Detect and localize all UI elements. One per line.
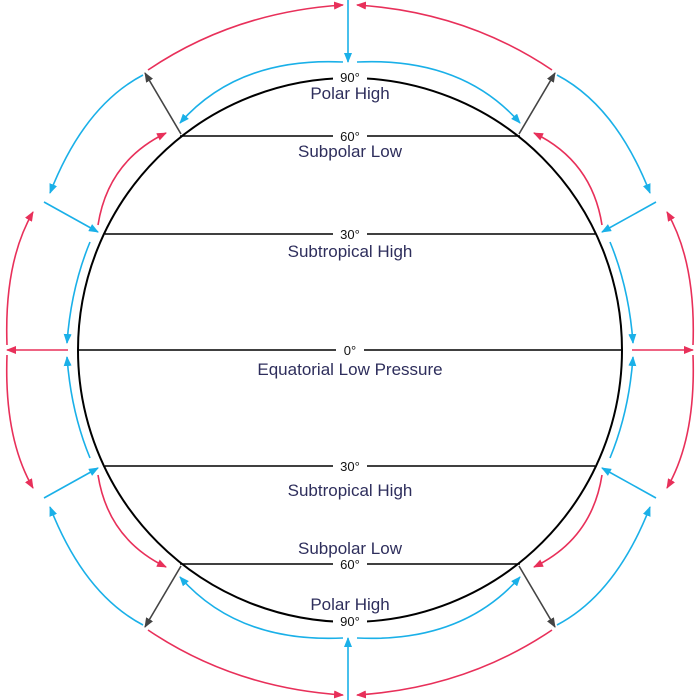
zone-label-north-subtropical-high: Subtropical High [288, 242, 413, 261]
label-backgrounds [333, 70, 367, 628]
zone-label-equatorial-low: Equatorial Low Pressure [257, 360, 442, 379]
wind-arrows [7, 0, 694, 700]
latitude-label-30s: 30° [340, 459, 360, 474]
zone-label-north-polar-high: Polar High [310, 84, 389, 103]
zone-label-south-subtropical-high: Subtropical High [288, 481, 413, 500]
latitude-label-90s: 90° [340, 614, 360, 629]
latitude-label-30n: 30° [340, 227, 360, 242]
latitude-label-60s: 60° [340, 557, 360, 572]
zone-label-south-polar-high: Polar High [310, 595, 389, 614]
zone-label-north-subpolar-low: Subpolar Low [298, 142, 403, 161]
latitude-label-60n: 60° [340, 129, 360, 144]
latitude-label-90n: 90° [340, 70, 360, 85]
latitude-label-equator: 0° [344, 343, 356, 358]
zone-label-south-subpolar-low: Subpolar Low [298, 539, 403, 558]
